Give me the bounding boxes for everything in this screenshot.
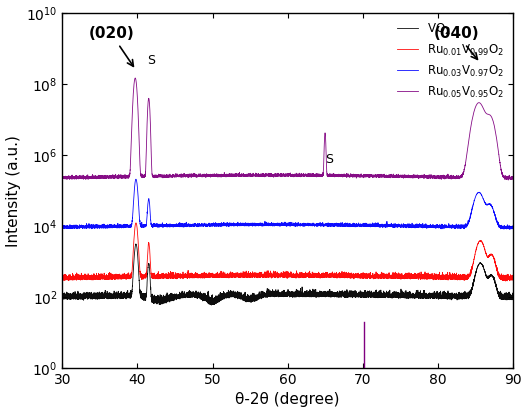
Ru$_{0.05}$V$_{0.95}$O$_2$ — [393, 175, 399, 180]
VO$_2$ — [393, 295, 399, 300]
Ru$_{0.03}$V$_{0.97}$O$_2$ — [506, 227, 513, 232]
Ru$_{0.05}$V$_{0.95}$O$_2$ — [345, 173, 352, 178]
Ru$_{0.01}$V$_{0.99}$O$_2$ — [326, 274, 332, 279]
Line: VO$_2$: VO$_2$ — [62, 244, 513, 305]
Ru$_{0.03}$V$_{0.97}$O$_2$ — [417, 224, 423, 229]
Ru$_{0.01}$V$_{0.99}$O$_2$ — [222, 274, 229, 279]
Line: Ru$_{0.03}$V$_{0.97}$O$_2$: Ru$_{0.03}$V$_{0.97}$O$_2$ — [62, 179, 513, 229]
Ru$_{0.03}$V$_{0.97}$O$_2$ — [345, 224, 352, 229]
Ru$_{0.01}$V$_{0.99}$O$_2$ — [502, 279, 509, 284]
Ru$_{0.01}$V$_{0.99}$O$_2$ — [510, 278, 516, 282]
Line: Ru$_{0.05}$V$_{0.95}$O$_2$: Ru$_{0.05}$V$_{0.95}$O$_2$ — [62, 78, 513, 180]
VO$_2$ — [510, 295, 516, 300]
VO$_2$ — [59, 294, 65, 299]
VO$_2$ — [345, 293, 352, 298]
VO$_2$ — [417, 290, 424, 295]
Ru$_{0.05}$V$_{0.95}$O$_2$ — [82, 174, 88, 179]
Ru$_{0.01}$V$_{0.99}$O$_2$ — [417, 274, 423, 279]
Ru$_{0.05}$V$_{0.95}$O$_2$ — [222, 172, 229, 177]
Y-axis label: Intensity (a.u.): Intensity (a.u.) — [6, 135, 21, 247]
Ru$_{0.01}$V$_{0.99}$O$_2$ — [82, 272, 88, 277]
Ru$_{0.05}$V$_{0.95}$O$_2$ — [59, 176, 65, 181]
VO$_2$ — [208, 302, 214, 307]
Ru$_{0.05}$V$_{0.95}$O$_2$ — [326, 174, 332, 179]
Text: (040): (040) — [434, 26, 479, 59]
VO$_2$ — [133, 242, 139, 247]
Ru$_{0.01}$V$_{0.99}$O$_2$ — [345, 271, 352, 275]
Ru$_{0.01}$V$_{0.99}$O$_2$ — [133, 221, 139, 225]
Ru$_{0.05}$V$_{0.95}$O$_2$ — [505, 178, 511, 183]
VO$_2$ — [222, 294, 229, 299]
Ru$_{0.03}$V$_{0.97}$O$_2$ — [82, 225, 88, 230]
Line: Ru$_{0.01}$V$_{0.99}$O$_2$: Ru$_{0.01}$V$_{0.99}$O$_2$ — [62, 223, 513, 281]
VO$_2$ — [326, 294, 332, 299]
VO$_2$ — [82, 294, 88, 299]
Ru$_{0.03}$V$_{0.97}$O$_2$ — [510, 226, 516, 231]
Ru$_{0.05}$V$_{0.95}$O$_2$ — [132, 76, 139, 81]
Text: (020): (020) — [89, 26, 134, 66]
Ru$_{0.01}$V$_{0.99}$O$_2$ — [59, 277, 65, 282]
Text: S: S — [147, 55, 155, 67]
Ru$_{0.01}$V$_{0.99}$O$_2$ — [393, 273, 399, 278]
Ru$_{0.03}$V$_{0.97}$O$_2$ — [393, 224, 399, 229]
Legend: VO$_2$, Ru$_{0.01}$V$_{0.99}$O$_2$, Ru$_{0.03}$V$_{0.97}$O$_2$, Ru$_{0.05}$V$_{0: VO$_2$, Ru$_{0.01}$V$_{0.99}$O$_2$, Ru$_… — [392, 17, 509, 104]
Ru$_{0.03}$V$_{0.97}$O$_2$ — [326, 224, 332, 229]
Ru$_{0.03}$V$_{0.97}$O$_2$ — [133, 177, 139, 182]
Text: S: S — [325, 153, 333, 166]
Ru$_{0.03}$V$_{0.97}$O$_2$ — [59, 226, 65, 231]
X-axis label: θ-2θ (degree): θ-2θ (degree) — [235, 392, 340, 408]
Ru$_{0.05}$V$_{0.95}$O$_2$ — [417, 175, 423, 180]
Ru$_{0.03}$V$_{0.97}$O$_2$ — [222, 223, 229, 228]
Ru$_{0.05}$V$_{0.95}$O$_2$ — [510, 175, 516, 180]
